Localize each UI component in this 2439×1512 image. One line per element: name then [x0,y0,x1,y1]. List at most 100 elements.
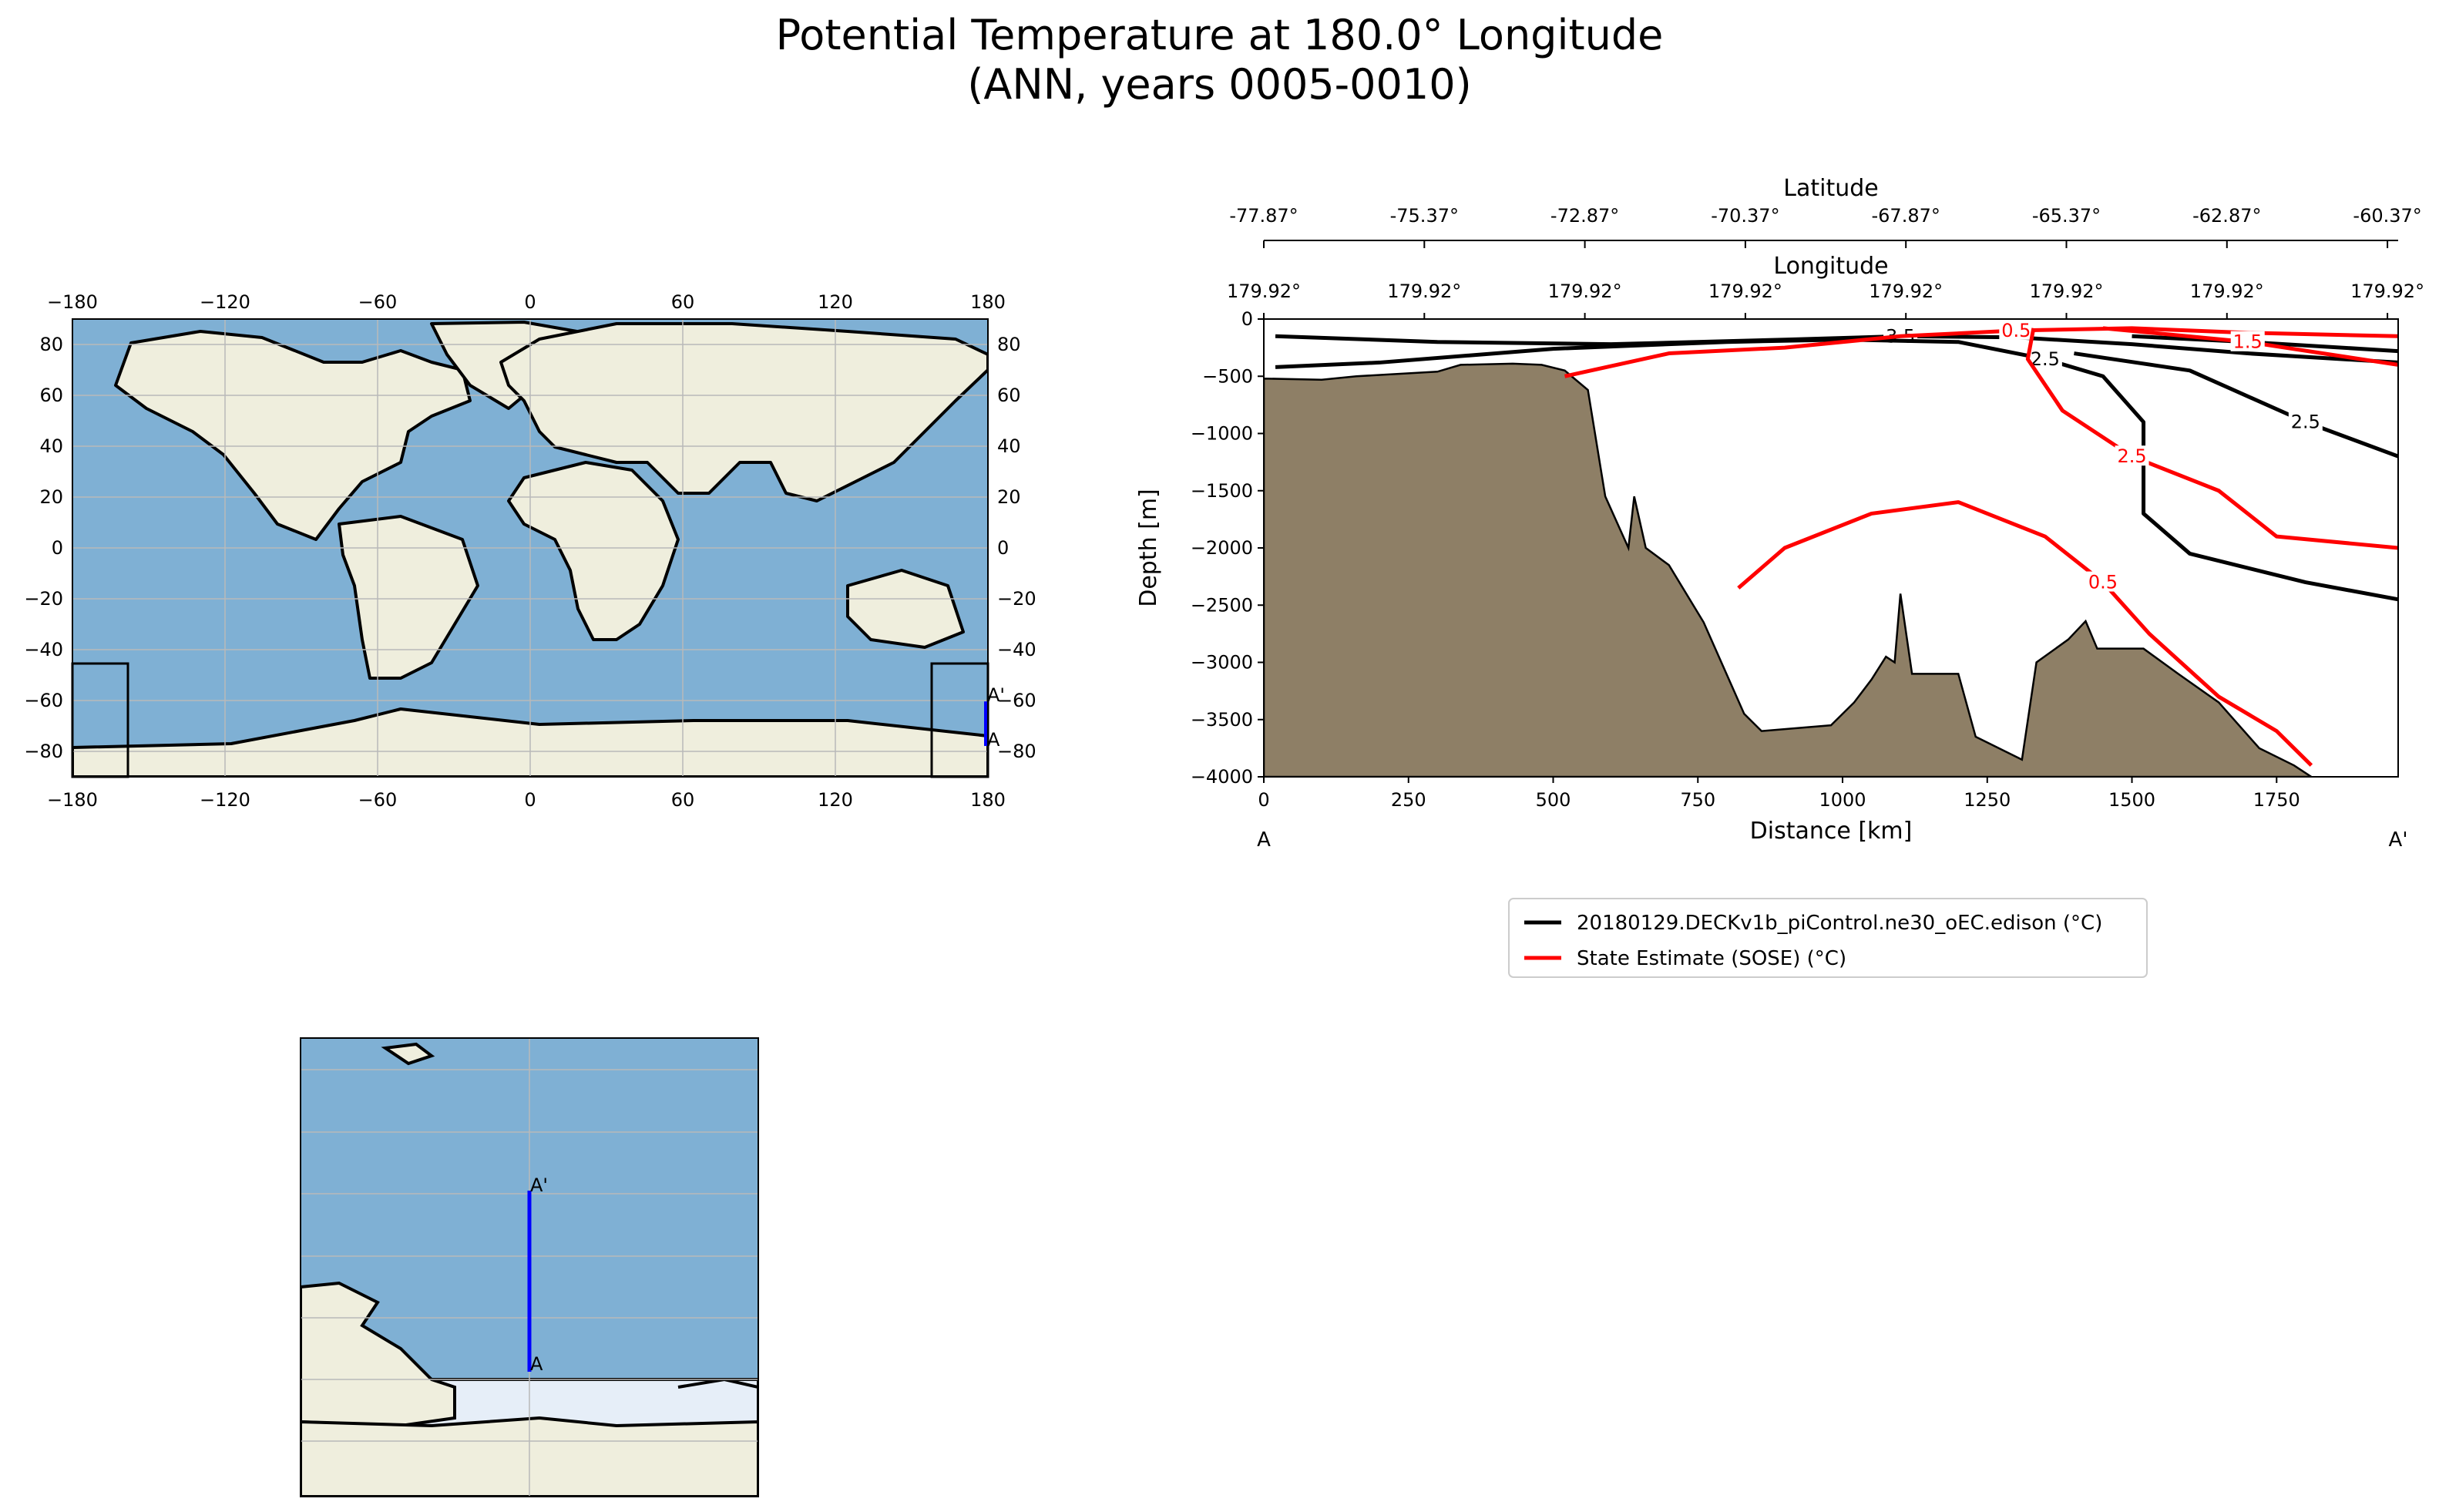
map-lon-tick-label-bottom: 120 [818,789,853,811]
map-lon-tick-label-bottom: −60 [358,789,398,811]
sose-contour-3 [1737,500,2313,767]
map-lon-tick-label-bottom: −180 [47,789,98,811]
legend-label-sose: State Estimate (SOSE) (°C) [1577,947,1846,970]
map-lat-tick-label-right: −60 [997,690,1036,711]
contour-label-bg [2230,331,2265,351]
map-lat-tick-label-right: 60 [997,385,1021,406]
y-tick-label: −3000 [1191,652,1253,674]
y-tick-label: −4000 [1191,766,1253,788]
model-contour-label-1: 2.5 [2031,348,2060,370]
landmass-australia [846,569,965,649]
legend-box [1508,898,2148,978]
landmass-north-america [114,330,472,541]
map-lat-tick-label-right: −40 [997,639,1036,660]
section-ylabel: Depth [m] [1135,489,1162,607]
inset-transect-end-label: A' [530,1174,548,1196]
latitude-tick-label: -77.87° [1229,205,1298,227]
latitude-tick-label: -67.87° [1872,205,1940,227]
landmass-africa [507,461,680,641]
top-axes-ticks: -77.87° 179.92° -75.37° 179.92° -72.87° 179.9… [1227,205,2424,319]
section-endpoint-a-prime: A' [2389,828,2408,852]
y-tick-label: −2500 [1191,594,1253,616]
model-contour-label-2: 2.5 [2291,412,2320,433]
longitude-tick-label: 179.92° [1227,281,1301,302]
map-frame [72,318,989,778]
map-lat-tick-label-left: −40 [24,639,63,660]
map-lat-tick-label-left: −60 [24,690,63,711]
bathymetry-fill [1264,362,2313,777]
map-lat-tick-label-right: 40 [997,435,1021,457]
x-tick-label: 1250 [1964,789,2011,811]
longitude-tick-label: 179.92° [1387,281,1461,302]
section-xlabel: Distance [km] [1750,818,1913,845]
map-lon-tick-label-bottom: −120 [200,789,250,811]
y-tick-label: −3500 [1191,709,1253,731]
y-tick-label: 0 [1241,308,1253,330]
contour-label-bg [2115,445,2149,466]
map-lon-tick-label-bottom: 0 [524,789,536,811]
latitude-tick-label: -72.87° [1550,205,1619,227]
longitude-tick-label: 179.92° [2030,281,2104,302]
inset-transect-start-label: A [530,1353,543,1375]
inset-map-panel: A A' [300,1037,759,1497]
map-lat-tick-label-left: −20 [24,588,63,610]
y-tick-label: −1500 [1191,480,1253,502]
section-panel: 3.52.52.54.50.52.51.50.5 025050075010001… [1135,175,2424,852]
longitude-axis-label: Longitude [1773,253,1888,280]
longitude-tick-label: 179.92° [1708,281,1782,302]
x-tick-label: 0 [1258,789,1269,811]
latitude-tick-label: -75.37° [1390,205,1459,227]
map-lat-tick-label-left: 60 [39,385,63,406]
inset-frame [300,1037,759,1497]
map-lat-tick-label-left: 20 [39,486,63,508]
contour-label-bg [2288,411,2323,432]
y-tick-label: −500 [1202,365,1253,387]
latitude-tick-label: -65.37° [2032,205,2101,227]
contour-label-bg [2085,571,2120,592]
map-lon-tick-label-top: −60 [358,291,398,313]
x-tick-label: 250 [1391,789,1426,811]
contour-label-bg [1999,319,2034,340]
map-lat-tick-label-left: 0 [52,537,63,559]
map-lon-tick-label-top: 60 [671,291,695,313]
y-tick-label: −2000 [1191,537,1253,559]
map-transect-end-label: A' [987,684,1005,706]
map-lat-tick-label-right: −20 [997,588,1036,610]
section-endpoint-a: A [1257,828,1271,852]
map-lat-tick-label-left: 80 [39,334,63,355]
latitude-tick-label: -62.87° [2192,205,2261,227]
continents [72,321,988,777]
x-tick-label: 500 [1536,789,1571,811]
world-map-panel: A A' −180 −180 −120 −120 −60 −60 0 0 60 60 120 120 1… [24,291,1036,811]
legend: 20180129.DECKv1b_piControl.ne30_oEC.edis… [1508,898,2148,978]
map-lat-tick-label-left: 40 [39,435,63,457]
x-tick-label: 1500 [2108,789,2155,811]
longitude-tick-label: 179.92° [1548,281,1622,302]
map-lat-tick-label-right: −80 [997,741,1036,762]
longitude-tick-label: 179.92° [1869,281,1943,302]
map-lon-tick-label-bottom: 180 [970,789,1006,811]
map-lat-tick-label-right: 20 [997,486,1021,508]
map-lon-tick-label-top: −120 [200,291,250,313]
map-lat-tick-label-left: −80 [24,741,63,762]
sose-contour-label-1: 2.5 [2117,445,2146,467]
figure-title-line2: (ANN, years 0005-0010) [967,60,1472,109]
y-tick-label: −1000 [1191,423,1253,445]
sose-contour-0 [1564,326,2398,378]
map-lat-tick-label-right: 80 [997,334,1021,355]
map-lon-tick-label-top: 180 [970,291,1006,313]
inset-small-island [381,1042,435,1066]
latitude-axis-label: Latitude [1783,175,1878,202]
map-lat-tick-label-right: 0 [997,537,1009,559]
map-transect-start-label: A [987,729,1000,751]
figure-title-line1: Potential Temperature at 180.0° Longitud… [775,11,1664,59]
legend-label-model: 20180129.DECKv1b_piControl.ne30_oEC.edis… [1577,912,2102,935]
map-lon-tick-label-bottom: 60 [671,789,695,811]
latitude-tick-label: -60.37° [2353,205,2421,227]
longitude-tick-label: 179.92° [2190,281,2264,302]
longitude-tick-label: 179.92° [2350,281,2424,302]
landmass-south-america [338,515,479,680]
latitude-tick-label: -70.37° [1711,205,1779,227]
map-tick-labels: −180 −180 −120 −120 −60 −60 0 0 60 60 120 120 180 180… [24,291,1036,811]
map-lon-tick-label-top: 0 [524,291,536,313]
